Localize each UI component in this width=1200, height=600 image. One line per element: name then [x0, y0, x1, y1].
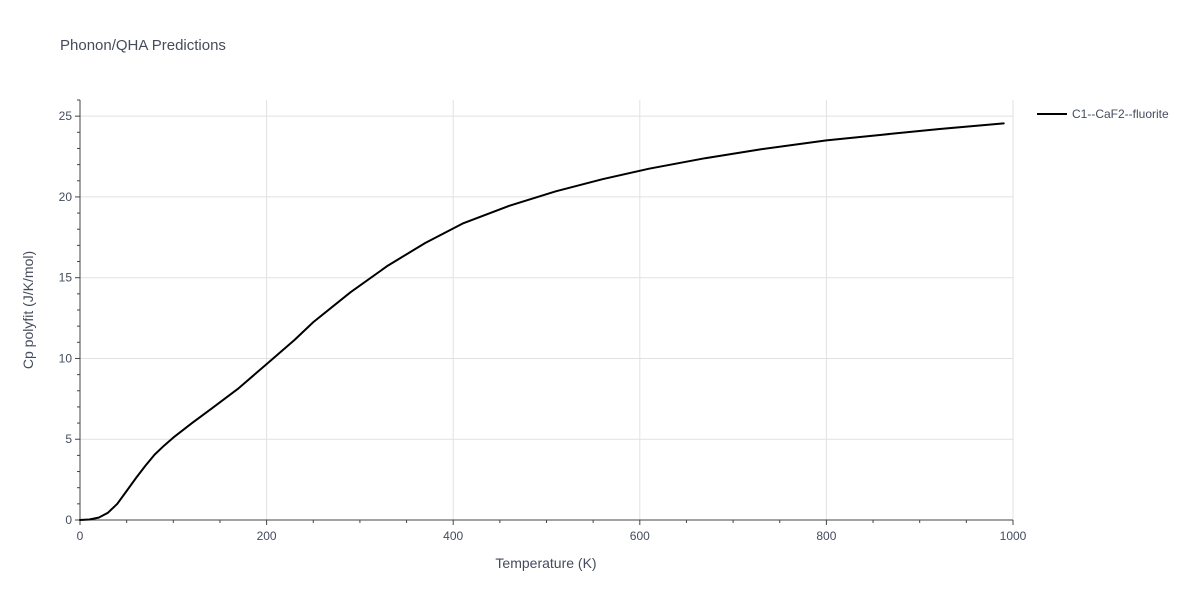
series-line — [79, 122, 1005, 521]
legend[interactable]: C1--CaF2--fluorite — [1037, 107, 1169, 121]
legend-label: C1--CaF2--fluorite — [1072, 107, 1169, 121]
series-group — [79, 122, 1005, 521]
x-axis-title: Temperature (K) — [495, 555, 596, 571]
x-axis-ticks: 0 200 400 600 800 1000 — [77, 520, 1027, 543]
x-tick-label: 1000 — [1000, 529, 1027, 543]
axes — [79, 100, 1013, 521]
y-axis-ticks: 0 5 10 15 20 25 — [59, 99, 80, 527]
y-tick-label: 10 — [59, 351, 73, 365]
y-gridlines — [80, 115, 1013, 440]
x-tick-label: 400 — [443, 529, 463, 543]
x-tick-label: 0 — [77, 529, 84, 543]
y-tick-label: 0 — [65, 513, 72, 527]
chart-title: Phonon/QHA Predictions — [60, 37, 226, 54]
x-tick-label: 800 — [816, 529, 836, 543]
y-tick-label: 5 — [65, 432, 72, 446]
y-tick-label: 25 — [59, 109, 73, 123]
x-tick-label: 200 — [257, 529, 277, 543]
x-gridlines — [266, 100, 1014, 520]
y-tick-label: 15 — [59, 271, 73, 285]
x-tick-label: 600 — [630, 529, 650, 543]
y-axis-title: Cp polyfit (J/K/mol) — [20, 251, 36, 369]
y-tick-label: 20 — [59, 190, 73, 204]
